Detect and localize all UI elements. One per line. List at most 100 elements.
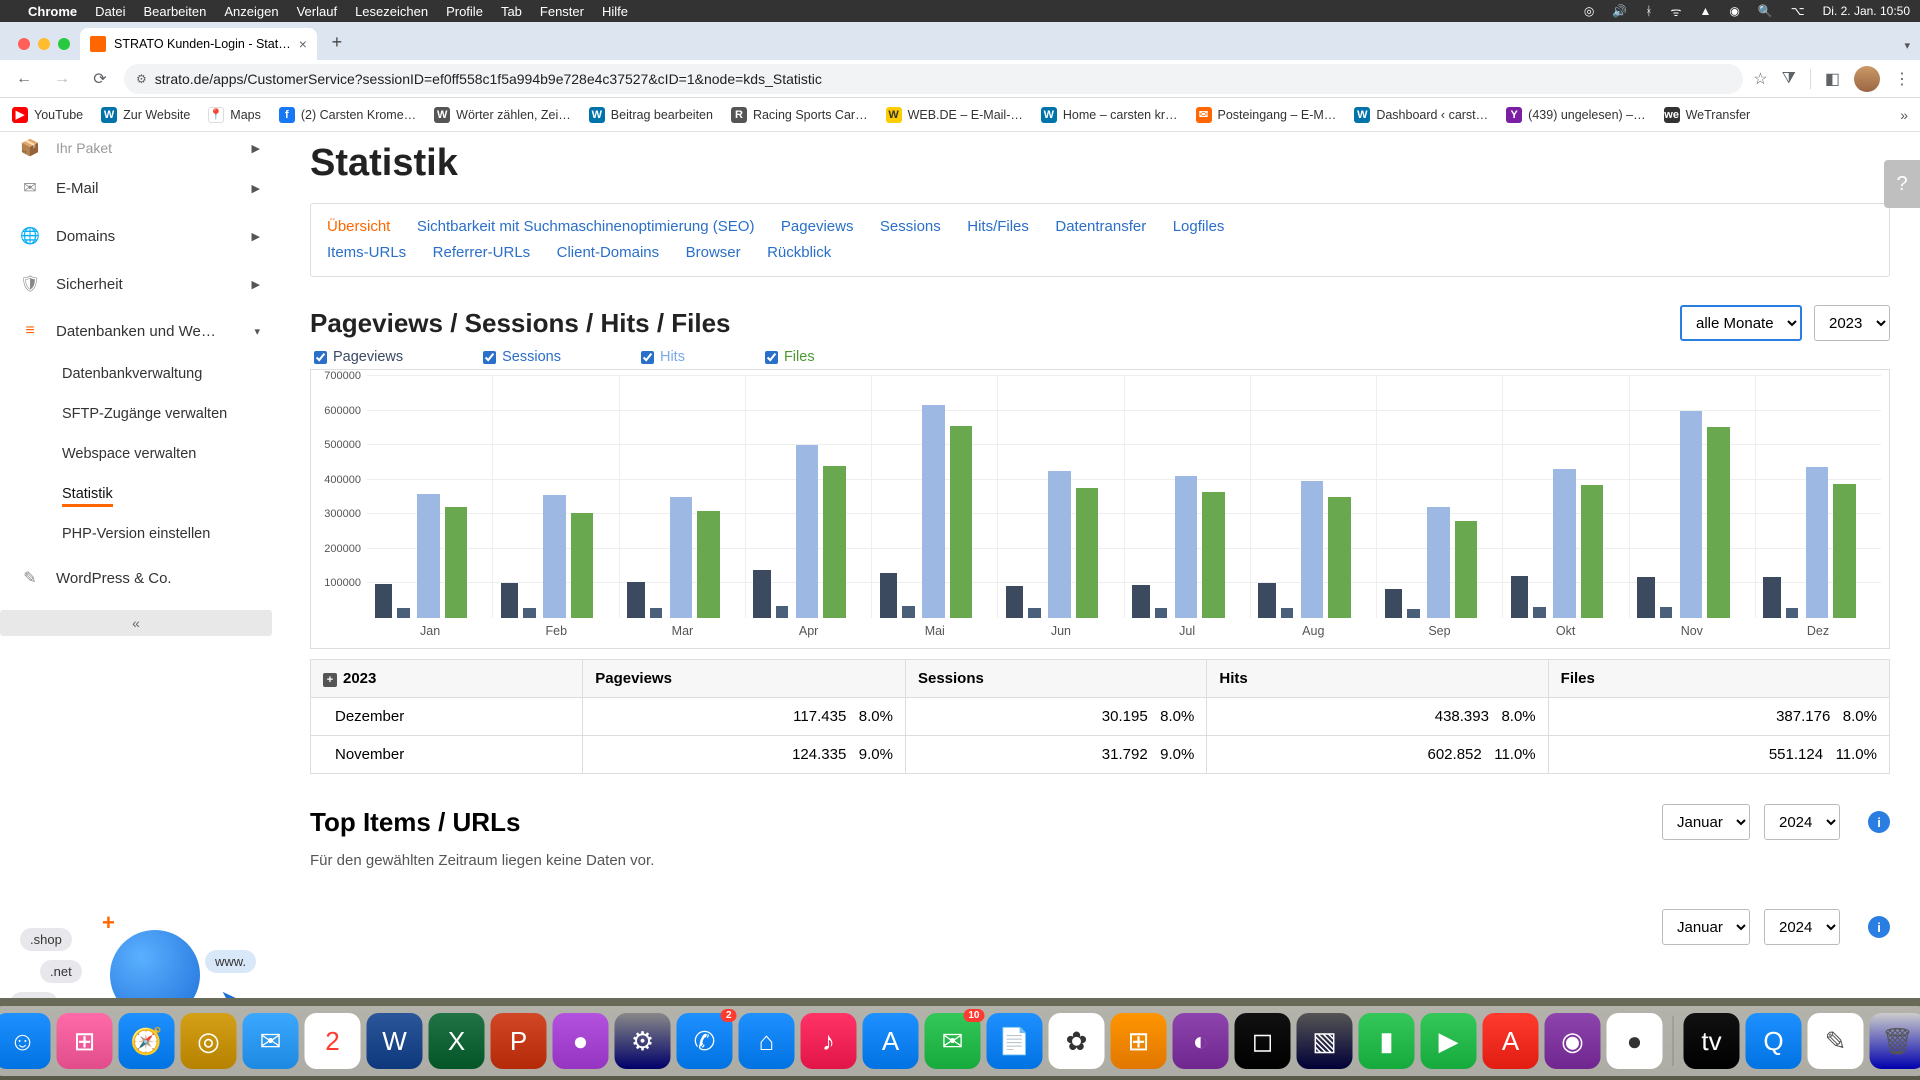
legend-pageviews[interactable]: Pageviews xyxy=(314,349,403,365)
dock-app[interactable]: tv xyxy=(1684,1013,1740,1069)
control-icon[interactable]: ◉ xyxy=(1729,4,1739,18)
tabs-dropdown-icon[interactable]: ▾ xyxy=(1904,39,1910,52)
close-window-icon[interactable] xyxy=(18,38,30,50)
bookmark-star-icon[interactable]: ☆ xyxy=(1753,69,1767,89)
bookmark-racing[interactable]: RRacing Sports Car… xyxy=(731,107,868,123)
sidebar-item-sicherheit[interactable]: 🛡 Sicherheit ▶ xyxy=(0,260,280,308)
app-name[interactable]: Chrome xyxy=(28,4,77,19)
info-icon[interactable]: i xyxy=(1868,916,1890,938)
tab-pageviews[interactable]: Pageviews xyxy=(781,214,854,240)
maximize-window-icon[interactable] xyxy=(58,38,70,50)
browser-tab[interactable]: STRATO Kunden-Login - Stat… × xyxy=(80,28,317,60)
site-info-icon[interactable]: ⚙ xyxy=(136,72,147,86)
dock-app[interactable]: ✉ xyxy=(243,1013,299,1069)
menu-profile[interactable]: Profile xyxy=(446,4,483,19)
bookmark-wetransfer[interactable]: weWeTransfer xyxy=(1664,107,1751,123)
topitems-month-select[interactable]: Januar xyxy=(1662,804,1750,840)
bookmark-woerter[interactable]: WWörter zählen, Zei… xyxy=(434,107,571,123)
sidebar-sub-webspace[interactable]: Webspace verwalten xyxy=(0,434,280,474)
dock-app[interactable]: ▧ xyxy=(1297,1013,1353,1069)
dock-app[interactable]: ▶ xyxy=(1421,1013,1477,1069)
bookmark-ungelesen[interactable]: Y(439) ungelesen) –… xyxy=(1506,107,1645,123)
dock-app[interactable]: ☺ xyxy=(0,1013,51,1069)
sidebar-sub-statistik[interactable]: Statistik xyxy=(0,474,280,514)
sidepanel-icon[interactable]: ◧ xyxy=(1825,69,1840,89)
bookmark-webde[interactable]: WWEB.DE – E-Mail-… xyxy=(886,107,1023,123)
tab-sessions[interactable]: Sessions xyxy=(880,214,941,240)
dock-app[interactable]: ✎ xyxy=(1808,1013,1864,1069)
help-button[interactable]: ? xyxy=(1884,160,1920,208)
checkbox-hits[interactable] xyxy=(641,351,654,364)
back-button[interactable]: ← xyxy=(10,65,38,93)
dock-app[interactable]: ✆2 xyxy=(677,1013,733,1069)
dock-app[interactable]: A xyxy=(1483,1013,1539,1069)
sidebar-item-email[interactable]: ✉ E-Mail ▶ xyxy=(0,164,280,212)
dock-app[interactable]: ⌂ xyxy=(739,1013,795,1069)
dock-app[interactable]: ◉ xyxy=(1545,1013,1601,1069)
legend-sessions[interactable]: Sessions xyxy=(483,349,561,365)
sidebar-item-wordpress[interactable]: ✎ WordPress & Co. xyxy=(0,554,280,602)
battery-icon[interactable]: ▲ xyxy=(1699,4,1711,18)
tab-datentransfer[interactable]: Datentransfer xyxy=(1055,214,1146,240)
status-icon[interactable]: ◎ xyxy=(1584,4,1594,18)
dock-app[interactable]: ♪ xyxy=(801,1013,857,1069)
sidebar-collapse-button[interactable]: « xyxy=(0,610,272,636)
dock-app[interactable]: ◻ xyxy=(1235,1013,1291,1069)
table-header-year[interactable]: +2023 xyxy=(311,660,583,698)
menu-lesezeichen[interactable]: Lesezeichen xyxy=(355,4,428,19)
bookmark-maps[interactable]: 📍Maps xyxy=(208,107,261,123)
year-select[interactable]: 2023 xyxy=(1814,305,1890,341)
tab-close-icon[interactable]: × xyxy=(299,36,307,52)
wifi-icon[interactable]: ᯤ xyxy=(1670,3,1681,20)
traffic-lights[interactable] xyxy=(10,38,80,60)
dock-app[interactable]: ● xyxy=(1607,1013,1663,1069)
reload-button[interactable]: ⟳ xyxy=(86,65,114,93)
new-tab-button[interactable]: + xyxy=(323,28,351,56)
dock-app[interactable]: ▮ xyxy=(1359,1013,1415,1069)
second-year-select[interactable]: 2024 xyxy=(1764,909,1840,945)
bookmark-posteingang[interactable]: ✉Posteingang – E-M… xyxy=(1196,107,1337,123)
menu-hilfe[interactable]: Hilfe xyxy=(602,4,628,19)
legend-files[interactable]: Files xyxy=(765,349,815,365)
extensions-icon[interactable]: ⧩ xyxy=(1782,70,1796,88)
sidebar-item-paket[interactable]: 📦 Ihr Paket ▶ xyxy=(0,132,280,164)
dock-app[interactable]: ◎ xyxy=(181,1013,237,1069)
bookmark-facebook[interactable]: f(2) Carsten Krome… xyxy=(279,107,416,123)
forward-button[interactable]: → xyxy=(48,65,76,93)
dock-app[interactable]: ● xyxy=(553,1013,609,1069)
expand-icon[interactable]: + xyxy=(323,673,337,687)
dock-app[interactable]: W xyxy=(367,1013,423,1069)
month-select[interactable]: alle Monate xyxy=(1680,305,1802,341)
url-input[interactable]: ⚙ strato.de/apps/CustomerService?session… xyxy=(124,64,1743,94)
bookmarks-overflow-icon[interactable]: » xyxy=(1900,107,1908,123)
bookmark-home[interactable]: WHome – carsten kr… xyxy=(1041,107,1178,123)
tab-items-urls[interactable]: Items-URLs xyxy=(327,240,406,266)
menu-anzeigen[interactable]: Anzeigen xyxy=(224,4,278,19)
dock-app[interactable]: ✉10 xyxy=(925,1013,981,1069)
dock-app[interactable]: ◐ xyxy=(1173,1013,1229,1069)
search-icon[interactable]: 🔍 xyxy=(1758,4,1773,18)
checkbox-sessions[interactable] xyxy=(483,351,496,364)
topitems-year-select[interactable]: 2024 xyxy=(1764,804,1840,840)
chrome-menu-icon[interactable]: ⋮ xyxy=(1894,69,1910,89)
tab-uebersicht[interactable]: Übersicht xyxy=(327,214,390,240)
sidebar-item-datenbanken[interactable]: ≡ Datenbanken und We… ▾ xyxy=(0,308,280,354)
menu-tab[interactable]: Tab xyxy=(501,4,522,19)
controlcenter-icon[interactable]: ⌥ xyxy=(1791,4,1805,18)
sidebar-sub-sftp[interactable]: SFTP-Zugänge verwalten xyxy=(0,394,280,434)
menu-fenster[interactable]: Fenster xyxy=(540,4,584,19)
sidebar-sub-php[interactable]: PHP-Version einstellen xyxy=(0,514,280,554)
tab-rueckblick[interactable]: Rückblick xyxy=(767,240,831,266)
minimize-window-icon[interactable] xyxy=(38,38,50,50)
menu-datei[interactable]: Datei xyxy=(95,4,125,19)
info-icon[interactable]: i xyxy=(1868,811,1890,833)
bookmark-website[interactable]: WZur Website xyxy=(101,107,190,123)
dock-app[interactable]: 2 xyxy=(305,1013,361,1069)
volume-icon[interactable]: 🔊 xyxy=(1612,4,1627,18)
menu-bearbeiten[interactable]: Bearbeiten xyxy=(143,4,206,19)
checkbox-files[interactable] xyxy=(765,351,778,364)
bluetooth-icon[interactable]: ᚼ xyxy=(1645,4,1652,18)
tab-client-domains[interactable]: Client-Domains xyxy=(557,240,660,266)
sidebar-sub-dbverwaltung[interactable]: Datenbankverwaltung xyxy=(0,354,280,394)
dock-app[interactable]: X xyxy=(429,1013,485,1069)
